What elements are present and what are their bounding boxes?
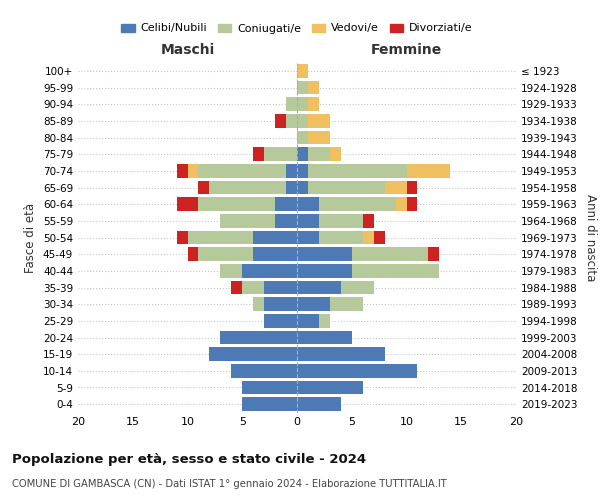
Bar	[220, 264, 242, 278]
Bar	[297, 348, 385, 361]
Bar	[275, 114, 286, 128]
Bar	[395, 198, 407, 211]
Bar	[199, 180, 209, 194]
Bar	[385, 180, 407, 194]
Bar	[308, 80, 319, 94]
Bar	[297, 298, 330, 311]
Bar	[286, 114, 297, 128]
Bar	[253, 148, 264, 161]
Bar	[199, 164, 286, 177]
Bar	[330, 298, 363, 311]
Bar	[275, 214, 297, 228]
Bar	[308, 148, 330, 161]
Bar	[297, 314, 319, 328]
Bar	[264, 148, 297, 161]
Bar	[264, 298, 297, 311]
Bar	[362, 230, 374, 244]
Bar	[308, 114, 330, 128]
Bar	[232, 364, 297, 378]
Bar	[297, 230, 319, 244]
Bar	[297, 380, 362, 394]
Bar	[176, 164, 187, 177]
Bar	[297, 364, 418, 378]
Bar	[275, 198, 297, 211]
Bar	[297, 80, 308, 94]
Bar	[319, 214, 362, 228]
Bar	[297, 264, 352, 278]
Bar	[253, 298, 264, 311]
Bar	[297, 148, 308, 161]
Bar	[297, 114, 308, 128]
Text: Femmine: Femmine	[371, 42, 442, 56]
Bar	[176, 198, 199, 211]
Bar	[297, 398, 341, 411]
Y-axis label: Anni di nascita: Anni di nascita	[584, 194, 597, 281]
Bar	[407, 198, 418, 211]
Bar	[374, 230, 385, 244]
Bar	[319, 198, 395, 211]
Bar	[297, 164, 308, 177]
Bar	[199, 248, 253, 261]
Bar	[232, 280, 242, 294]
Bar	[199, 198, 275, 211]
Bar	[187, 230, 253, 244]
Bar	[352, 248, 428, 261]
Bar	[242, 398, 297, 411]
Bar	[407, 180, 418, 194]
Bar	[352, 264, 439, 278]
Text: COMUNE DI GAMBASCA (CN) - Dati ISTAT 1° gennaio 2024 - Elaborazione TUTTITALIA.I: COMUNE DI GAMBASCA (CN) - Dati ISTAT 1° …	[12, 479, 447, 489]
Bar	[297, 214, 319, 228]
Bar	[308, 164, 407, 177]
Bar	[330, 148, 341, 161]
Bar	[428, 248, 439, 261]
Bar	[264, 314, 297, 328]
Bar	[308, 130, 330, 144]
Bar	[209, 180, 286, 194]
Bar	[319, 314, 330, 328]
Bar	[286, 164, 297, 177]
Legend: Celibi/Nubili, Coniugati/e, Vedovi/e, Divorziati/e: Celibi/Nubili, Coniugati/e, Vedovi/e, Di…	[117, 19, 477, 38]
Bar	[220, 214, 275, 228]
Bar	[297, 280, 341, 294]
Bar	[264, 280, 297, 294]
Bar	[242, 264, 297, 278]
Bar	[297, 180, 308, 194]
Bar	[341, 280, 374, 294]
Bar	[297, 64, 308, 78]
Bar	[286, 98, 297, 111]
Bar	[187, 164, 199, 177]
Bar	[209, 348, 297, 361]
Y-axis label: Fasce di età: Fasce di età	[25, 202, 37, 272]
Bar	[362, 214, 374, 228]
Bar	[220, 330, 297, 344]
Bar	[187, 248, 199, 261]
Bar	[242, 280, 264, 294]
Text: Popolazione per età, sesso e stato civile - 2024: Popolazione per età, sesso e stato civil…	[12, 452, 366, 466]
Bar	[286, 180, 297, 194]
Bar	[297, 198, 319, 211]
Bar	[253, 248, 297, 261]
Bar	[297, 98, 308, 111]
Bar	[407, 164, 450, 177]
Bar	[297, 248, 352, 261]
Bar	[308, 180, 385, 194]
Bar	[319, 230, 362, 244]
Bar	[253, 230, 297, 244]
Bar	[297, 130, 308, 144]
Bar	[308, 98, 319, 111]
Bar	[297, 330, 352, 344]
Bar	[242, 380, 297, 394]
Bar	[176, 230, 187, 244]
Text: Maschi: Maschi	[160, 42, 215, 56]
